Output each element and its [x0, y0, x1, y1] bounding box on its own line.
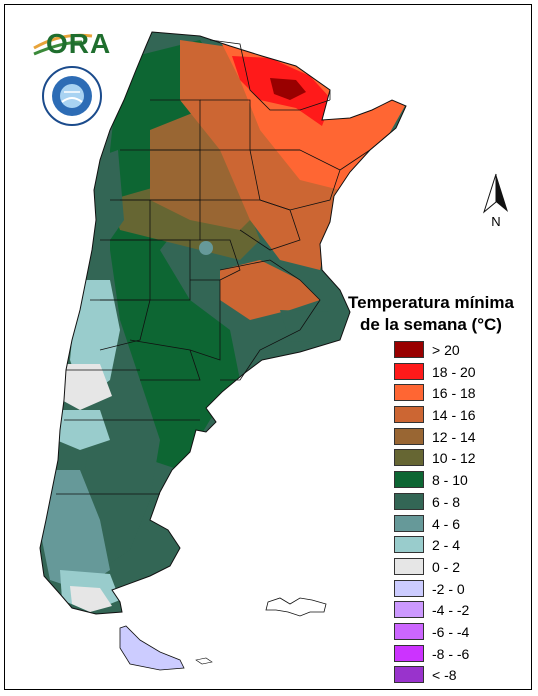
legend-swatch — [394, 514, 424, 532]
legend-label: -6 - -4 — [432, 623, 470, 640]
legend-label: 2 - 4 — [432, 537, 461, 554]
legend-label: -2 - 0 — [432, 580, 465, 597]
legend-swatch — [394, 666, 424, 684]
legend-label: -8 - -6 — [432, 645, 470, 662]
ora-logo-text: ORA — [46, 28, 112, 59]
legend-label: 8 - 10 — [432, 472, 468, 489]
north-label: N — [491, 214, 501, 229]
legend-label: 18 - 20 — [432, 363, 476, 380]
ora-swoosh-icon — [33, 33, 93, 56]
zone-4-6-patagonia — [40, 470, 110, 590]
legend-label: 4 - 6 — [432, 515, 461, 532]
legend-swatch — [394, 471, 424, 489]
province-boundaries — [56, 39, 397, 495]
legend-swatch — [394, 622, 424, 640]
islas-malvinas — [265, 597, 327, 617]
legend-swatch — [394, 341, 424, 358]
legend-label: 14 - 16 — [432, 407, 476, 424]
legend-label: 16 - 18 — [432, 385, 476, 402]
zone-6-8-west — [90, 150, 124, 240]
legend-label: 6 - 8 — [432, 493, 461, 510]
ora-logo: ORA — [32, 28, 112, 62]
zone-0-2-south — [70, 586, 112, 612]
tierra-del-fuego — [119, 625, 185, 671]
legend-swatch — [394, 362, 424, 380]
legend-label: < -8 — [432, 667, 457, 684]
isla-sudatlantica — [195, 657, 213, 665]
zone-0-2-patagonia — [58, 364, 112, 410]
legend-swatch — [394, 579, 424, 597]
legend-swatch — [394, 492, 424, 510]
north-arrow: N — [478, 172, 514, 232]
legend-swatch — [394, 427, 424, 445]
argentina-outline — [39, 31, 407, 615]
legend: Temperatura mínima de la semana (°C) > 2… — [336, 292, 526, 684]
legend-swatch — [394, 644, 424, 662]
legend-swatch — [394, 406, 424, 424]
legend-title-line1: Temperatura mínima — [348, 293, 514, 312]
legend-title-line2: de la semana (°C) — [360, 315, 502, 334]
north-arrow-icon — [483, 173, 508, 214]
legend-swatch — [394, 384, 424, 402]
legend-swatch — [394, 449, 424, 467]
legend-swatch — [394, 536, 424, 554]
legend-label: 10 - 12 — [432, 450, 476, 467]
legend-label: 0 - 2 — [432, 558, 461, 575]
smn-seal-icon — [42, 66, 102, 126]
cold-spot-center — [199, 241, 213, 255]
legend-swatch — [394, 557, 424, 575]
legend-label: > 20 — [432, 342, 460, 358]
zone-14-16-east — [220, 260, 320, 320]
zone-gt-20 — [270, 78, 306, 100]
legend-swatch — [394, 601, 424, 619]
legend-label: 12 - 14 — [432, 428, 476, 445]
legend-label: -4 - -2 — [432, 602, 470, 619]
